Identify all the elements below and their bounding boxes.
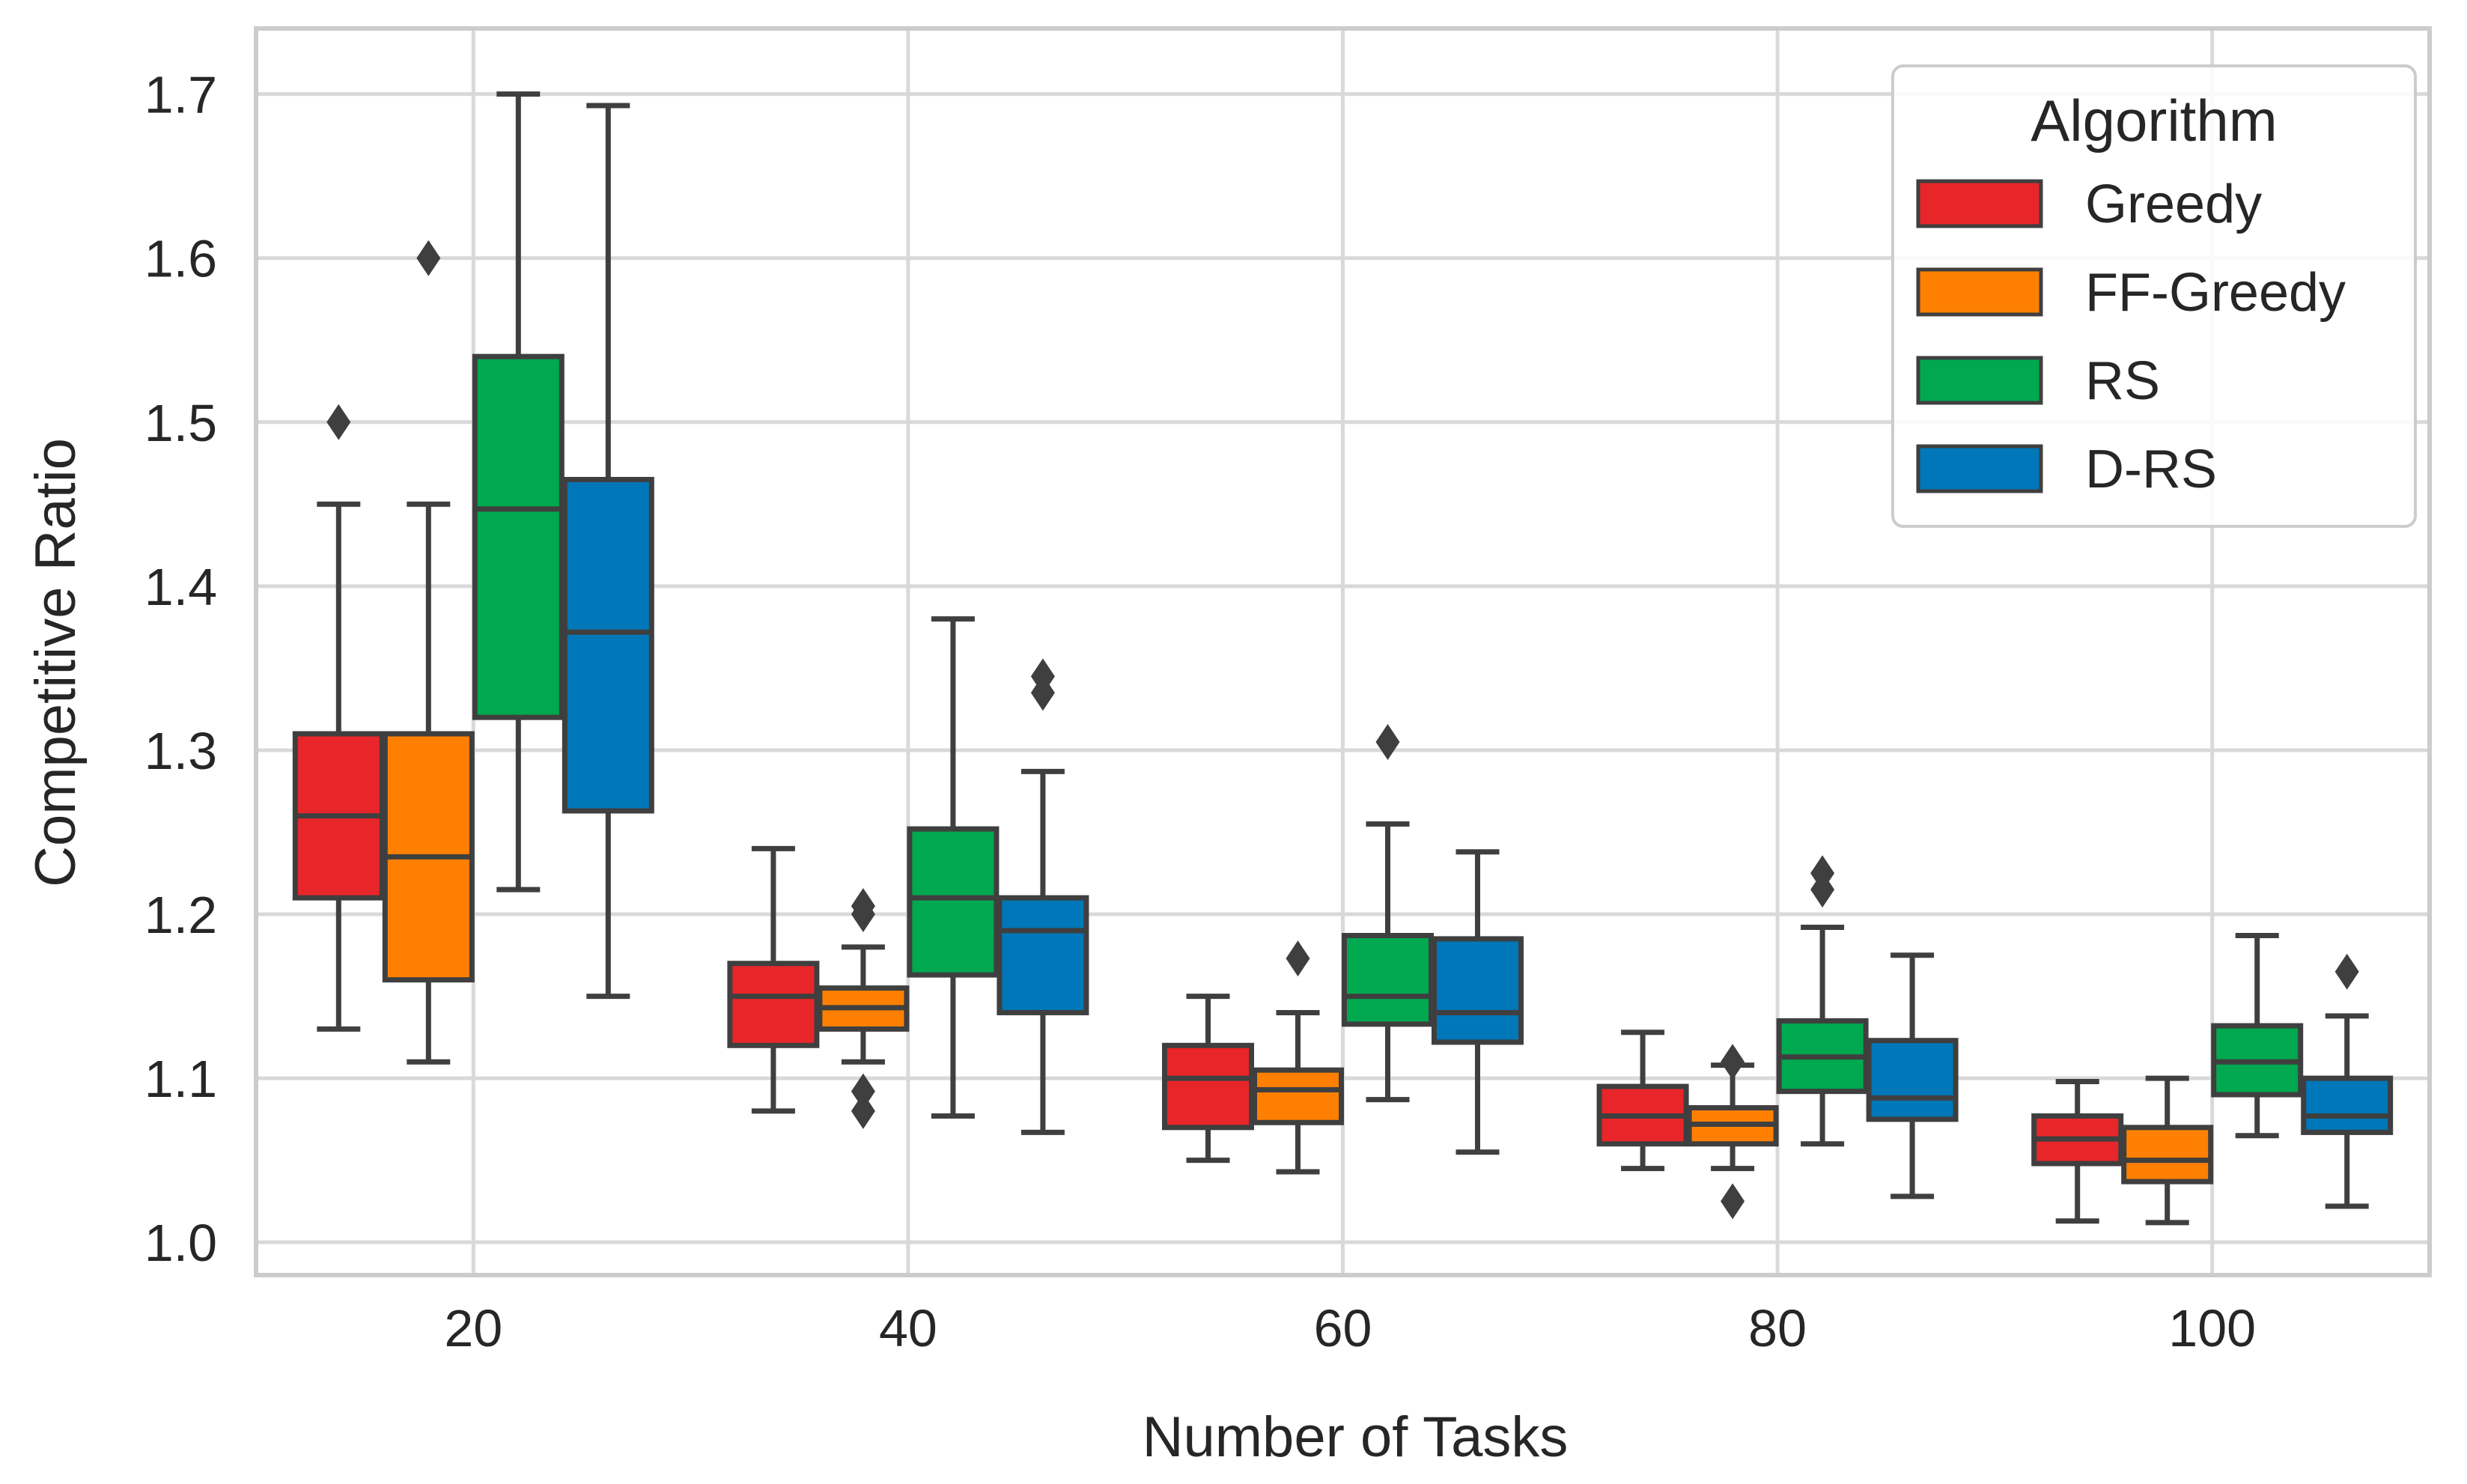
x-tick-label: 100	[2168, 1299, 2256, 1357]
legend-swatch	[1916, 356, 2043, 405]
box-rs-40	[907, 616, 1000, 1119]
iqr-box	[2121, 1125, 2214, 1185]
box-rs-20	[472, 91, 565, 892]
iqr-box	[727, 961, 820, 1048]
outlier-marker	[1721, 1183, 1745, 1220]
box-d-rs-100	[2301, 953, 2394, 1209]
legend-swatch	[1916, 267, 2043, 317]
outlier-marker	[326, 404, 351, 440]
outlier-marker	[1721, 1044, 1745, 1080]
outlier-marker	[851, 1073, 875, 1110]
iqr-box	[562, 476, 654, 814]
x-tick-label: 60	[1314, 1299, 1372, 1357]
box-greedy-60	[1162, 994, 1254, 1164]
axes-frame	[254, 26, 2432, 1277]
legend-entry-greedy: Greedy	[1916, 174, 2262, 234]
iqr-box	[907, 826, 1000, 978]
box-rs-80	[1776, 855, 1869, 1147]
legend-label: FF-Greedy	[2085, 263, 2346, 323]
legend-entry-ff-greedy: FF-Greedy	[1916, 263, 2346, 323]
box-greedy-40	[727, 845, 820, 1114]
box-d-rs-60	[1432, 849, 1524, 1155]
iqr-box	[1432, 936, 1524, 1045]
iqr-box	[472, 353, 565, 720]
x-tick-labels: 20 40 60 80 100	[444, 1299, 2256, 1357]
box-greedy-20	[292, 404, 385, 1032]
box-d-rs-20	[562, 103, 654, 1000]
legend-title: Algorithm	[2031, 88, 2277, 153]
x-tick-label: 40	[879, 1299, 937, 1357]
iqr-box	[1342, 933, 1434, 1027]
x-axis-label: Number of Tasks	[1143, 1405, 1569, 1469]
legend-entries: Greedy FF-Greedy RS D-RS	[1916, 174, 2346, 499]
legend: Algorithm Greedy FF-Greedy RS D-RS	[1891, 64, 2417, 528]
box-ff-greedy-40	[817, 888, 910, 1129]
box-greedy-100	[2031, 1078, 2124, 1224]
outlier-marker	[416, 240, 441, 276]
y-tick-label: 1.1	[145, 1050, 217, 1108]
y-tick-labels: 1.0 1.1 1.2 1.3 1.4 1.5 1.6 1.7	[145, 66, 217, 1273]
legend-label: D-RS	[2085, 440, 2217, 499]
box-ff-greedy-20	[382, 240, 475, 1065]
iqr-box	[1252, 1067, 1344, 1125]
box-ff-greedy-60	[1252, 940, 1344, 1175]
plot-frame	[254, 26, 2432, 1277]
y-tick-label: 1.6	[145, 230, 217, 288]
legend-entry-d-rs: D-RS	[1916, 440, 2217, 499]
iqr-box	[1162, 1042, 1254, 1131]
legend-label: Greedy	[2085, 174, 2262, 234]
outlier-marker	[1286, 940, 1310, 977]
box-ff-greedy-80	[1686, 1044, 1779, 1220]
iqr-box	[2301, 1075, 2394, 1135]
box-rs-100	[2211, 933, 2304, 1139]
box-ff-greedy-100	[2121, 1075, 2214, 1226]
y-tick-label: 1.7	[145, 66, 217, 124]
y-tick-label: 1.3	[145, 722, 217, 780]
y-tick-label: 1.0	[145, 1214, 217, 1272]
outlier-marker	[1030, 658, 1055, 695]
legend-entry-rs: RS	[1916, 351, 2160, 411]
y-axis-label: Competitive Ratio	[24, 438, 88, 887]
box-d-rs-40	[997, 658, 1089, 1135]
iqr-box	[997, 895, 1089, 1015]
x-tick-label: 20	[444, 1299, 502, 1357]
box-rs-60	[1342, 723, 1434, 1103]
legend-swatch	[1916, 179, 2043, 228]
outlier-marker	[1375, 723, 1400, 760]
iqr-box	[1866, 1038, 1959, 1122]
boxes-layer	[292, 91, 2394, 1226]
outlier-marker	[1810, 855, 1835, 892]
outlier-marker	[851, 1092, 875, 1129]
box-d-rs-80	[1866, 952, 1959, 1199]
y-tick-label: 1.5	[145, 394, 217, 452]
box-greedy-80	[1596, 1030, 1689, 1172]
y-tick-label: 1.2	[145, 886, 217, 944]
outlier-marker	[2334, 953, 2359, 990]
outlier-marker	[851, 888, 875, 925]
x-tick-label: 80	[1748, 1299, 1807, 1357]
y-tick-label: 1.4	[145, 558, 217, 616]
legend-swatch	[1916, 444, 2043, 493]
legend-label: RS	[2085, 351, 2160, 411]
